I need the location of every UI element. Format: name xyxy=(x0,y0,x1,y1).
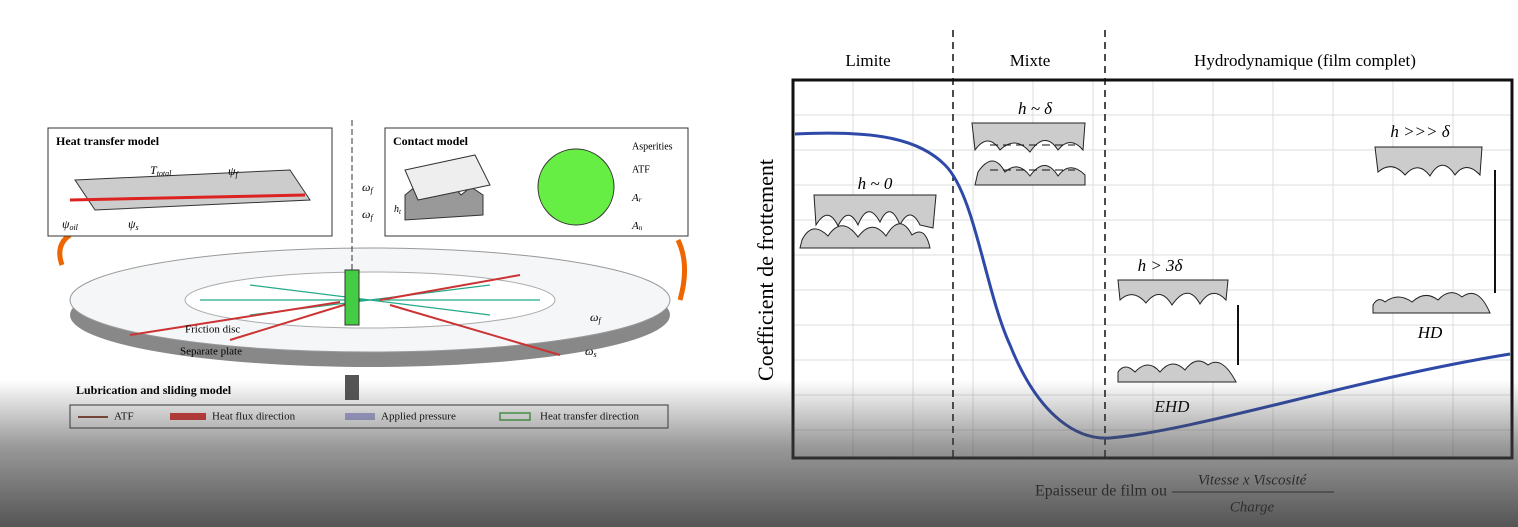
annotation: h ~ 0 xyxy=(858,174,893,193)
asperities: Asperities xyxy=(632,141,673,152)
annotation: h > 3δ xyxy=(1138,256,1184,275)
x-denominator: Charge xyxy=(1230,499,1275,515)
surface xyxy=(799,223,931,249)
section-title: Lubrication and sliding model xyxy=(76,383,232,397)
atf-label: ATF xyxy=(632,164,650,175)
separate-plate: Separate plate xyxy=(180,346,242,358)
legend-heat-flux xyxy=(170,413,206,420)
left-diagram: Heat transfer model Ttotal ψf ψs ψoil Co… xyxy=(47,120,689,429)
shaft-bottom xyxy=(345,375,359,400)
regime-label: Hydrodynamique (film complet) xyxy=(1194,51,1416,70)
surface xyxy=(813,194,937,229)
legend-label: Applied pressure xyxy=(381,411,456,423)
surface xyxy=(1117,279,1229,306)
omega-s-top: ωf xyxy=(362,207,374,222)
omega-s: ωs xyxy=(585,344,597,359)
t-total: Ttotal xyxy=(150,163,172,178)
psi-s: ψs xyxy=(128,217,139,232)
annotation: EHD xyxy=(1154,397,1191,416)
shaft xyxy=(344,269,360,326)
heat-model-title: Heat transfer model xyxy=(56,134,160,148)
annotation: h >>> δ xyxy=(1390,122,1450,141)
arrow-left xyxy=(57,232,72,266)
surface xyxy=(1374,146,1483,177)
omega-f-disc: ωf xyxy=(590,310,602,325)
psi-oil: ψoil xyxy=(62,217,79,232)
surface xyxy=(1372,292,1491,314)
friction-disc: Friction disc xyxy=(185,324,240,336)
surface xyxy=(971,122,1086,153)
x-numerator: Vitesse x Viscosité xyxy=(1198,472,1308,488)
heat-flux xyxy=(69,193,306,202)
omega-f: ωf xyxy=(362,180,374,195)
legend-label: ATF xyxy=(114,411,134,423)
legend-pressure xyxy=(345,413,375,420)
annotation: h ~ δ xyxy=(1018,99,1053,118)
psi-f: ψf xyxy=(228,164,239,179)
legend-label: Heat flux direction xyxy=(212,411,296,423)
regime-label: Mixte xyxy=(1010,51,1051,70)
annotation: HD xyxy=(1417,323,1443,342)
x-axis-label: Epaisseur de film ou xyxy=(1035,483,1167,500)
arrow-right xyxy=(675,238,687,301)
ar: Ar xyxy=(631,192,642,204)
legend-label: Heat transfer direction xyxy=(540,411,639,423)
y-axis-label: Coefficient de frottement xyxy=(753,159,778,381)
stribeck-diagram: Limite Mixte Hydrodynamique (film comple… xyxy=(753,30,1514,515)
surface xyxy=(1117,360,1237,383)
heat-arrows xyxy=(129,274,561,356)
regime-label: Limite xyxy=(845,51,890,70)
contact-circle xyxy=(537,148,615,226)
contact-top xyxy=(404,154,491,201)
an: An xyxy=(631,220,643,232)
surface xyxy=(974,160,1086,186)
contact-model-title: Contact model xyxy=(393,134,469,148)
contact-h: ht xyxy=(394,204,402,215)
